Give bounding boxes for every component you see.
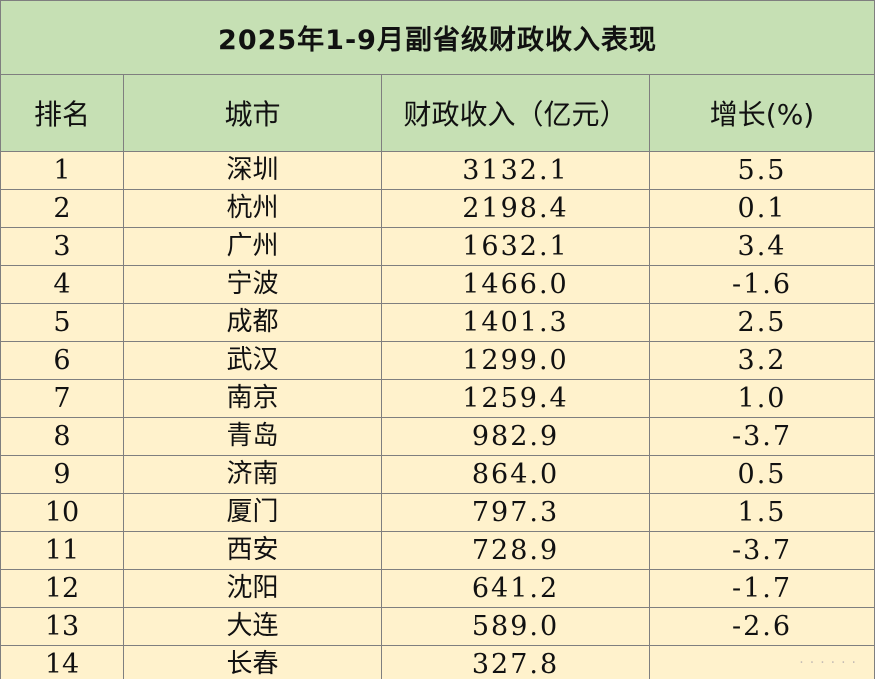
cell-rank: 10	[0, 493, 124, 532]
cell-revenue: 2198.4	[381, 189, 650, 228]
cell-rank: 9	[0, 455, 124, 494]
cell-revenue: 864.0	[381, 455, 650, 494]
cell-revenue: 1299.0	[381, 341, 650, 380]
cell-city: 青岛	[123, 417, 382, 456]
cell-growth: 0.5	[649, 455, 875, 494]
cell-rank: 6	[0, 341, 124, 380]
cell-city: 西安	[123, 531, 382, 570]
cell-city: 大连	[123, 607, 382, 646]
cell-city: 宁波	[123, 265, 382, 304]
cell-growth: 3.2	[649, 341, 875, 380]
table-row: 8 青岛 982.9 -3.7	[0, 417, 875, 456]
watermark: ······	[799, 655, 862, 671]
table-row: 10 厦门 797.3 1.5	[0, 493, 875, 532]
cell-city: 成都	[123, 303, 382, 342]
cell-revenue: 982.9	[381, 417, 650, 456]
cell-rank: 5	[0, 303, 124, 342]
cell-rank: 4	[0, 265, 124, 304]
cell-revenue: 797.3	[381, 493, 650, 532]
table-row: 14 长春 327.8	[0, 645, 875, 679]
cell-city: 济南	[123, 455, 382, 494]
cell-city: 深圳	[123, 151, 382, 190]
table-row: 13 大连 589.0 -2.6	[0, 607, 875, 646]
cell-rank: 2	[0, 189, 124, 228]
table-row: 1 深圳 3132.1 5.5	[0, 151, 875, 190]
cell-growth: 1.0	[649, 379, 875, 418]
cell-city: 南京	[123, 379, 382, 418]
cell-rank: 8	[0, 417, 124, 456]
table-row: 11 西安 728.9 -3.7	[0, 531, 875, 570]
cell-city: 厦门	[123, 493, 382, 532]
cell-growth: 3.4	[649, 227, 875, 266]
table-title: 2025年1-9月副省级财政收入表现	[0, 0, 875, 75]
cell-city: 杭州	[123, 189, 382, 228]
header-row: 排名 城市 财政收入（亿元） 增长(%)	[0, 74, 875, 152]
cell-growth: -3.7	[649, 417, 875, 456]
cell-revenue: 327.8	[381, 645, 650, 679]
table-row: 2 杭州 2198.4 0.1	[0, 189, 875, 228]
cell-rank: 14	[0, 645, 124, 679]
cell-rank: 3	[0, 227, 124, 266]
cell-revenue: 1632.1	[381, 227, 650, 266]
header-city: 城市	[123, 74, 382, 152]
cell-growth: 2.5	[649, 303, 875, 342]
cell-city: 长春	[123, 645, 382, 679]
cell-rank: 7	[0, 379, 124, 418]
cell-city: 武汉	[123, 341, 382, 380]
cell-revenue: 3132.1	[381, 151, 650, 190]
header-rank: 排名	[0, 74, 124, 152]
cell-rank: 12	[0, 569, 124, 608]
table-row: 5 成都 1401.3 2.5	[0, 303, 875, 342]
cell-growth: 0.1	[649, 189, 875, 228]
table-row: 4 宁波 1466.0 -1.6	[0, 265, 875, 304]
cell-growth: 5.5	[649, 151, 875, 190]
cell-city: 广州	[123, 227, 382, 266]
cell-growth: -2.6	[649, 607, 875, 646]
cell-revenue: 1401.3	[381, 303, 650, 342]
cell-growth: -1.7	[649, 569, 875, 608]
table-row: 6 武汉 1299.0 3.2	[0, 341, 875, 380]
cell-revenue: 728.9	[381, 531, 650, 570]
cell-rank: 13	[0, 607, 124, 646]
cell-rank: 1	[0, 151, 124, 190]
table-row: 3 广州 1632.1 3.4	[0, 227, 875, 266]
cell-growth: -3.7	[649, 531, 875, 570]
cell-rank: 11	[0, 531, 124, 570]
table-row: 12 沈阳 641.2 -1.7	[0, 569, 875, 608]
header-growth: 增长(%)	[649, 74, 875, 152]
cell-revenue: 1259.4	[381, 379, 650, 418]
cell-revenue: 1466.0	[381, 265, 650, 304]
title-row: 2025年1-9月副省级财政收入表现	[0, 0, 875, 75]
table-row: 9 济南 864.0 0.5	[0, 455, 875, 494]
table-row: 7 南京 1259.4 1.0	[0, 379, 875, 418]
cell-revenue: 641.2	[381, 569, 650, 608]
header-revenue: 财政收入（亿元）	[381, 74, 650, 152]
cell-growth: 1.5	[649, 493, 875, 532]
cell-city: 沈阳	[123, 569, 382, 608]
cell-revenue: 589.0	[381, 607, 650, 646]
cell-growth: -1.6	[649, 265, 875, 304]
cell-growth	[649, 645, 875, 679]
